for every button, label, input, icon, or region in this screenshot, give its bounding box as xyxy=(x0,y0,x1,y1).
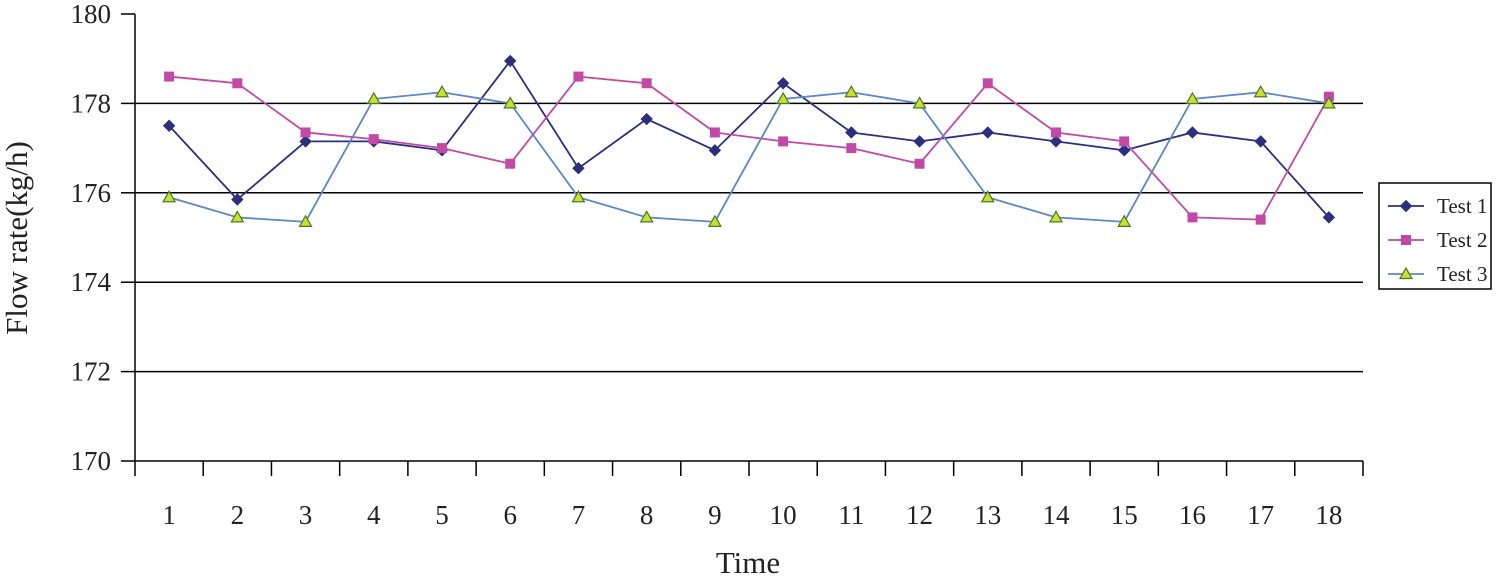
series-test-1 xyxy=(162,54,1336,224)
series-lines xyxy=(162,54,1336,227)
data-point xyxy=(503,96,518,109)
data-point xyxy=(1117,214,1132,227)
data-point xyxy=(1322,211,1336,224)
x-tick-label: 13 xyxy=(974,500,1001,530)
y-tick-label: 178 xyxy=(71,88,112,118)
x-tick-label: 18 xyxy=(1315,500,1342,530)
data-point xyxy=(844,85,859,98)
data-point xyxy=(1185,91,1200,105)
legend-label: Test 1 xyxy=(1437,194,1487,218)
x-tick-label: 3 xyxy=(299,500,313,530)
x-tick-label: 2 xyxy=(231,500,245,530)
y-tick-label: 180 xyxy=(71,0,112,29)
data-point xyxy=(230,210,245,223)
data-point xyxy=(366,91,381,105)
data-point xyxy=(298,214,313,227)
data-point xyxy=(504,54,517,68)
x-tick-label: 14 xyxy=(1043,500,1071,530)
data-point xyxy=(982,78,993,89)
data-point xyxy=(776,77,790,90)
x-tick-label: 6 xyxy=(503,500,517,530)
series-line xyxy=(169,75,1330,221)
legend-marker xyxy=(1399,199,1413,213)
legend-marker xyxy=(1401,235,1411,245)
data-point xyxy=(434,85,450,98)
x-tick-label: 11 xyxy=(838,500,864,530)
data-point xyxy=(573,71,584,82)
x-tick-label: 5 xyxy=(435,500,449,530)
data-point xyxy=(639,210,654,223)
data-point xyxy=(1186,126,1199,139)
axes xyxy=(121,13,1364,476)
x-tick-label: 16 xyxy=(1179,500,1206,530)
data-point xyxy=(368,134,379,145)
data-point xyxy=(232,78,243,89)
data-point xyxy=(231,193,244,206)
series-test-2 xyxy=(164,71,1334,225)
data-point xyxy=(914,158,925,169)
data-point xyxy=(846,143,857,154)
data-point xyxy=(776,91,791,105)
data-point xyxy=(708,144,722,157)
y-tick-label: 174 xyxy=(71,267,112,297)
data-point xyxy=(709,127,720,138)
data-point xyxy=(1255,214,1266,225)
y-tick-label: 172 xyxy=(71,357,112,387)
y-tick-label: 170 xyxy=(71,446,112,476)
series-line xyxy=(168,91,1330,223)
data-point xyxy=(300,127,311,138)
data-point xyxy=(437,143,447,154)
data-point xyxy=(1254,135,1267,148)
data-point xyxy=(1321,96,1336,109)
x-tick-label: 7 xyxy=(572,500,586,530)
data-point xyxy=(505,158,516,169)
x-tick-label: 17 xyxy=(1247,500,1274,530)
gridlines xyxy=(135,102,1363,373)
y-tick-label: 176 xyxy=(71,178,112,208)
legend-marker xyxy=(1398,266,1414,280)
x-tick-label: 15 xyxy=(1111,500,1138,530)
x-tick-label: 12 xyxy=(906,500,933,530)
data-point xyxy=(162,190,177,203)
data-point xyxy=(845,126,858,139)
x-tick-label: 4 xyxy=(367,500,381,530)
data-point xyxy=(913,135,926,148)
data-point xyxy=(1253,85,1268,98)
data-point xyxy=(912,96,927,109)
x-tick-label: 1 xyxy=(162,500,176,530)
legend-label: Test 3 xyxy=(1437,262,1487,286)
data-point xyxy=(1048,210,1064,223)
x-tick-label: 9 xyxy=(708,500,722,530)
data-point xyxy=(1118,144,1131,157)
x-tick-label: 10 xyxy=(770,500,797,530)
data-point xyxy=(778,136,789,147)
data-point xyxy=(707,214,722,227)
y-axis-title: Flow rate(kg/h) xyxy=(0,141,34,335)
data-point xyxy=(1119,136,1130,147)
data-point xyxy=(640,112,653,126)
series-line xyxy=(168,59,1330,218)
data-point xyxy=(299,135,312,148)
data-point xyxy=(641,78,652,89)
data-point xyxy=(1051,127,1061,138)
data-point xyxy=(980,190,995,203)
data-point xyxy=(1187,212,1198,223)
data-point xyxy=(164,71,175,82)
series-test-3 xyxy=(162,85,1336,227)
data-point xyxy=(981,126,994,139)
legend-label: Test 2 xyxy=(1437,228,1487,252)
legend: Test 1 Test 2 Test 3 xyxy=(1378,182,1492,290)
data-point xyxy=(571,190,586,203)
legend-box xyxy=(1378,182,1492,290)
x-tick-label: 8 xyxy=(640,500,654,530)
data-point xyxy=(162,119,176,132)
x-axis-title: Time xyxy=(716,545,780,578)
data-point xyxy=(1049,135,1063,148)
data-point xyxy=(572,162,585,175)
